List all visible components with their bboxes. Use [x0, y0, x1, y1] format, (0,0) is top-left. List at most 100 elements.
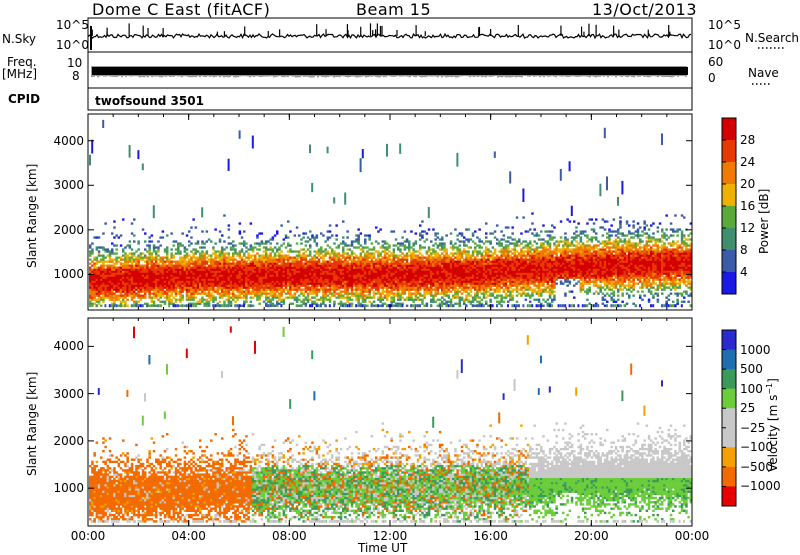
power-cell: [406, 305, 409, 307]
power-cell: [239, 273, 242, 275]
power-cell: [104, 289, 107, 291]
power-cell: [228, 236, 231, 238]
power-cell: [225, 283, 228, 285]
power-cell: [280, 293, 283, 295]
power-cell: [470, 281, 473, 283]
power-cell: [234, 267, 237, 269]
power-cell: [432, 263, 435, 265]
power-cell: [221, 297, 224, 299]
power-cell: [441, 244, 444, 246]
power-cell: [437, 257, 440, 259]
power-cell: [146, 259, 149, 261]
power-cell: [89, 259, 92, 261]
power-cell: [313, 301, 316, 303]
power-cell: [223, 279, 226, 281]
power-cell: [258, 275, 261, 277]
power-cell: [144, 297, 147, 299]
power-cell: [355, 281, 358, 283]
power-cell: [265, 291, 268, 293]
power-cell: [269, 295, 272, 297]
power-cell: [397, 269, 400, 271]
power-cell: [318, 261, 321, 263]
power-cell: [173, 244, 176, 246]
power-cell: [434, 281, 437, 283]
power-cell: [340, 242, 343, 244]
power-cell: [375, 263, 378, 265]
power-cell: [280, 273, 283, 275]
power-cell: [333, 271, 336, 273]
power-cell: [399, 277, 402, 279]
power-cell: [382, 263, 385, 265]
power-cell: [434, 234, 437, 236]
power-cell: [384, 259, 387, 261]
power-cell: [375, 285, 378, 287]
power-cell: [131, 252, 134, 254]
power-cell: [280, 291, 283, 293]
power-cell: [432, 289, 435, 291]
power-cell: [175, 261, 178, 263]
power-cell: [126, 287, 128, 289]
power-cell: [201, 279, 204, 281]
power-cell: [364, 291, 367, 293]
power-cell: [401, 291, 404, 293]
power-cell: [261, 285, 264, 287]
power-cell: [342, 269, 345, 271]
power-cell: [305, 285, 308, 287]
power-nearrange: [96, 304, 98, 307]
power-cell: [250, 244, 253, 246]
power-cell: [111, 283, 114, 285]
power-cell: [177, 248, 180, 250]
power-cell: [313, 255, 316, 257]
power-cell: [212, 265, 215, 267]
power-cell: [377, 265, 380, 267]
power-cell: [428, 281, 431, 283]
power-cell: [437, 261, 440, 263]
power-cell: [377, 279, 380, 281]
power-cell: [201, 240, 204, 242]
power-cell: [166, 287, 169, 289]
power-cell: [113, 273, 116, 275]
power-cell: [122, 271, 125, 273]
power-cell: [298, 267, 301, 269]
power-cell: [217, 281, 220, 283]
power-cell: [148, 269, 151, 271]
power-cell: [212, 279, 215, 281]
power-cell: [206, 230, 209, 232]
power-cell: [151, 263, 154, 265]
power-cell: [258, 261, 261, 263]
power-cell: [428, 275, 431, 277]
power-cell: [467, 250, 470, 252]
power-nearrange: [342, 304, 344, 307]
power-cell: [137, 267, 140, 269]
power-cell: [322, 271, 325, 273]
power-cell: [285, 246, 288, 248]
power-cell: [153, 303, 156, 305]
power-cell: [439, 283, 442, 285]
power-cell: [236, 269, 239, 271]
power-cell: [153, 246, 156, 248]
power-cell: [357, 238, 360, 240]
power-cell: [463, 273, 466, 275]
power-cell: [452, 246, 455, 248]
power-cell: [313, 267, 316, 269]
power-cell: [388, 265, 391, 267]
power-cell: [302, 259, 305, 261]
power-cell: [243, 279, 246, 281]
power-cell: [214, 285, 217, 287]
power-cell: [162, 295, 165, 297]
power-scatter: [142, 163, 144, 170]
power-cell: [335, 271, 338, 273]
power-cell: [102, 293, 105, 295]
power-cell: [298, 275, 301, 277]
power-cell: [426, 271, 429, 273]
power-cell: [377, 230, 380, 232]
power-cell: [461, 285, 464, 287]
power-cell: [417, 279, 420, 281]
power-cell: [377, 273, 380, 275]
power-cell: [331, 263, 334, 265]
power-cell: [287, 257, 290, 259]
power-cell: [294, 283, 297, 285]
power-cell: [252, 267, 255, 269]
power-cell: [412, 252, 415, 254]
power-cell: [100, 255, 103, 257]
